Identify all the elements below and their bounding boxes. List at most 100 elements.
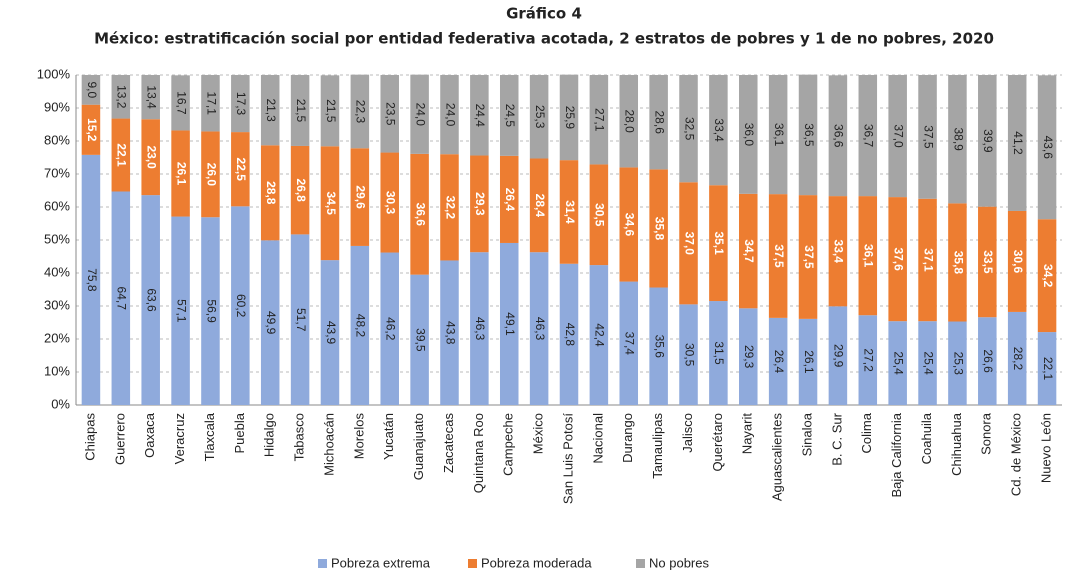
legend-swatch — [318, 559, 327, 568]
value-label: 36,6 — [413, 203, 427, 227]
value-label: 37,5 — [802, 245, 816, 269]
y-tick-label: 30% — [44, 297, 70, 312]
bar-segment — [171, 130, 190, 217]
value-label: 30,6 — [1011, 250, 1025, 274]
x-tick-label: Baja California — [889, 412, 904, 497]
bar-segment — [529, 252, 549, 405]
bar-segment — [350, 148, 370, 246]
value-label: 34,7 — [742, 239, 756, 263]
legend-swatch — [636, 559, 645, 568]
bar-segment — [948, 203, 967, 322]
bar-segment — [1037, 332, 1057, 405]
x-tick-label: Colima — [859, 412, 874, 453]
bar-segment — [739, 308, 758, 405]
bar-segment — [918, 321, 937, 405]
bar-segment — [619, 75, 639, 168]
value-label: 37,5 — [772, 244, 786, 268]
value-label: 23,5 — [384, 102, 398, 126]
y-tick-label: 60% — [44, 198, 70, 213]
value-label: 43,9 — [324, 321, 338, 345]
value-label: 42,8 — [563, 323, 577, 347]
bar-segment — [858, 75, 878, 197]
bar-segment — [350, 245, 370, 405]
x-tick-label: Campeche — [501, 413, 516, 476]
value-label: 63,6 — [145, 288, 159, 312]
x-tick-label: San Luis Potosí — [560, 413, 575, 504]
bar-segment — [440, 75, 459, 155]
value-label: 22,5 — [234, 158, 248, 182]
bar-segment — [111, 118, 131, 192]
x-tick-label: Oaxaca — [142, 412, 157, 458]
bar-segment — [470, 252, 489, 405]
bar-segment — [619, 281, 639, 405]
bar-segment — [709, 75, 728, 186]
bar-segment — [918, 198, 937, 322]
value-label: 28,6 — [652, 111, 666, 135]
x-tick-label: Sonora — [979, 412, 994, 455]
bar-segment — [888, 321, 907, 405]
value-label: 57,1 — [174, 299, 188, 323]
bar-segment — [320, 75, 340, 147]
x-tick-label: Veracruz — [172, 413, 187, 464]
x-tick-label: Querétaro — [710, 413, 725, 472]
value-label: 49,9 — [264, 311, 278, 335]
value-label: 37,6 — [891, 247, 905, 271]
bar-segment — [260, 145, 280, 241]
value-label: 26,4 — [772, 350, 786, 374]
value-label: 25,9 — [563, 106, 577, 130]
value-label: 26,4 — [503, 188, 517, 212]
y-tick-label: 0% — [51, 396, 70, 411]
value-label: 49,1 — [503, 312, 517, 336]
value-label: 24,4 — [473, 104, 487, 128]
x-tick-label: Chihuahua — [949, 412, 964, 476]
bar-segment — [798, 195, 818, 319]
value-label: 36,5 — [802, 123, 816, 147]
x-tick-label: Quintana Roo — [471, 413, 486, 493]
bar-segment — [410, 274, 429, 405]
x-tick-label: Chiapas — [82, 413, 97, 461]
value-label: 41,2 — [1011, 131, 1025, 155]
bar-segment — [1007, 75, 1027, 211]
value-label: 60,2 — [234, 294, 248, 318]
x-tick-label: Zacatecas — [441, 413, 456, 473]
bar-segment — [589, 75, 609, 165]
value-label: 15,2 — [85, 118, 99, 142]
bar-segment — [798, 74, 818, 196]
value-label: 16,7 — [174, 91, 188, 115]
bar-segment — [858, 315, 878, 405]
value-label: 35,8 — [951, 251, 965, 275]
bar-segment — [499, 242, 519, 405]
bar-segment — [529, 75, 549, 159]
bar-segment — [888, 197, 907, 322]
x-tick-label: Coahuila — [919, 412, 934, 464]
bar-segment — [440, 154, 459, 261]
x-tick-label: Aguascalientes — [770, 413, 785, 502]
value-label: 36,1 — [862, 244, 876, 268]
x-tick-label: Morelos — [351, 413, 366, 460]
legend-label: Pobreza extrema — [331, 555, 431, 570]
value-label: 26,1 — [802, 350, 816, 374]
value-label: 25,3 — [951, 352, 965, 376]
value-label: 21,5 — [294, 99, 308, 123]
bar-segment — [201, 131, 220, 218]
value-label: 32,2 — [443, 196, 457, 220]
bar-segment — [739, 193, 758, 309]
bar-segment — [1007, 210, 1027, 312]
bar-segment — [739, 75, 758, 194]
bar-segment — [470, 155, 489, 253]
value-label: 24,0 — [413, 103, 427, 127]
value-label: 25,4 — [921, 351, 935, 375]
bar-segment — [709, 185, 728, 302]
x-tick-label: Yucatán — [381, 413, 396, 460]
bar-segment — [948, 75, 967, 204]
value-label: 24,5 — [503, 104, 517, 128]
value-label: 46,3 — [533, 317, 547, 341]
bar-segment — [320, 260, 340, 405]
value-label: 29,3 — [742, 345, 756, 369]
bar-segment — [679, 75, 698, 183]
value-label: 37,5 — [921, 125, 935, 149]
value-label: 43,8 — [443, 321, 457, 345]
value-label: 34,2 — [1041, 264, 1055, 288]
legend-swatch — [468, 559, 477, 568]
bar-segment — [828, 75, 848, 197]
